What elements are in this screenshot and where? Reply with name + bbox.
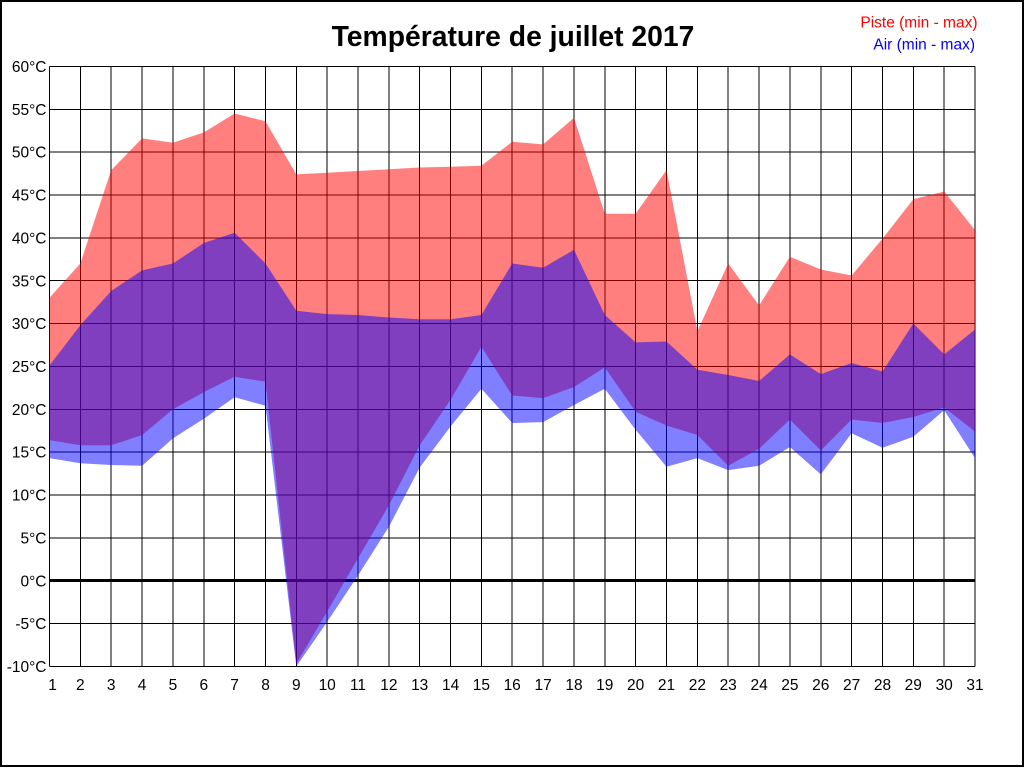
svg-text:13: 13 [411,677,428,694]
svg-text:6: 6 [199,677,208,694]
svg-text:15: 15 [473,677,490,694]
svg-text:20°C: 20°C [12,402,47,419]
svg-text:60°C: 60°C [12,59,47,76]
svg-text:25°C: 25°C [12,359,47,376]
svg-text:0°C: 0°C [20,573,46,590]
svg-text:24: 24 [750,677,768,694]
svg-text:9: 9 [292,677,301,694]
svg-text:27: 27 [843,677,860,694]
svg-text:10: 10 [319,677,337,694]
svg-text:26: 26 [812,677,829,694]
svg-text:30°C: 30°C [12,316,47,333]
svg-text:3: 3 [107,677,116,694]
svg-text:12: 12 [380,677,397,694]
svg-text:55°C: 55°C [12,102,47,119]
svg-text:30: 30 [936,677,954,694]
svg-text:50°C: 50°C [12,145,47,162]
svg-text:40°C: 40°C [12,230,47,247]
svg-text:Air (min - max): Air (min - max) [873,37,975,54]
svg-text:23: 23 [720,677,737,694]
svg-text:5°C: 5°C [20,530,46,547]
svg-text:-5°C: -5°C [15,616,46,633]
svg-text:21: 21 [658,677,675,694]
svg-text:-10°C: -10°C [7,659,47,676]
svg-text:2: 2 [76,677,85,694]
svg-text:14: 14 [442,677,460,694]
svg-text:15°C: 15°C [12,445,47,462]
svg-text:17: 17 [534,677,551,694]
svg-text:11: 11 [350,677,366,694]
svg-text:16: 16 [504,677,521,694]
svg-text:45°C: 45°C [12,188,47,205]
svg-text:10°C: 10°C [12,488,47,505]
svg-text:20: 20 [627,677,645,694]
svg-text:4: 4 [138,677,147,694]
svg-text:25: 25 [781,677,798,694]
svg-text:31: 31 [966,677,983,694]
svg-text:8: 8 [261,677,270,694]
svg-text:19: 19 [596,677,613,694]
svg-text:7: 7 [230,677,239,694]
svg-text:28: 28 [874,677,891,694]
svg-text:35°C: 35°C [12,273,47,290]
svg-text:5: 5 [169,677,178,694]
svg-text:1: 1 [48,677,57,694]
svg-text:Piste (min - max): Piste (min - max) [860,15,977,32]
svg-text:22: 22 [689,677,706,694]
svg-text:Température de juillet 2017: Température de juillet 2017 [332,20,695,52]
svg-text:18: 18 [565,677,582,694]
svg-text:29: 29 [905,677,922,694]
